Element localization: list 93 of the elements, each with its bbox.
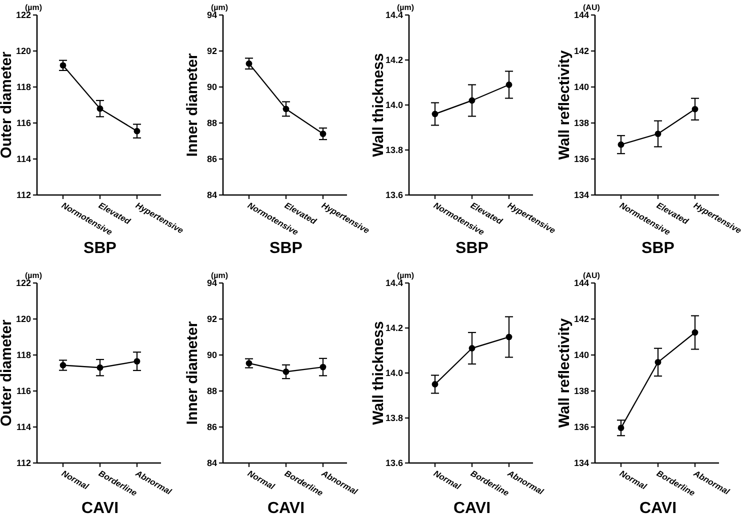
- y-tick-label: 114: [16, 154, 31, 164]
- y-tick-label: 90: [206, 350, 217, 360]
- y-tick-label: 138: [574, 386, 589, 396]
- y-tick-label: 142: [574, 46, 589, 56]
- y-axis-title: Outer diameter: [0, 319, 15, 426]
- y-tick-label: 14.2: [385, 55, 403, 66]
- y-tick-label: 142: [574, 314, 589, 324]
- text: (µm): [25, 271, 42, 280]
- point: [96, 364, 104, 371]
- text: (µm): [397, 3, 414, 12]
- point: [432, 110, 438, 118]
- point: [692, 106, 698, 112]
- y-tick-label: 118: [16, 350, 31, 360]
- y-axis-title: Wall reflectivity: [556, 318, 573, 428]
- point: [282, 106, 290, 112]
- y-tick-label: 14.2: [385, 323, 403, 334]
- y-tick-label: 144: [574, 10, 589, 20]
- x-axis-title: CAVI: [81, 500, 119, 517]
- y-tick-label: 136: [574, 422, 589, 432]
- text: (µm): [397, 271, 414, 280]
- x-axis-title: SBP: [642, 240, 675, 257]
- point: [432, 381, 438, 388]
- point: [246, 60, 252, 67]
- y-tick-label: 86: [206, 422, 217, 432]
- y-tick-label: 112: [16, 190, 31, 200]
- y-tick-label: 13.6: [385, 458, 403, 468]
- point: [96, 105, 104, 112]
- y-tick-label: 144: [574, 278, 589, 288]
- x-axis-title: SBP: [84, 240, 117, 257]
- y-tick-label: 116: [16, 386, 31, 396]
- y-tick-label: 13.6: [385, 190, 403, 200]
- point: [60, 362, 66, 368]
- x-axis-title: CAVI: [453, 500, 491, 517]
- y-tick-label: 120: [16, 314, 31, 324]
- y-tick-label: 88: [206, 386, 217, 396]
- y-tick-label: 84: [206, 458, 217, 468]
- point: [654, 130, 662, 137]
- point: [60, 62, 66, 69]
- y-tick-label: 122: [16, 10, 31, 20]
- text: (AU): [583, 271, 600, 280]
- y-tick-label: 118: [16, 82, 31, 92]
- y-tick-label: 84: [206, 190, 217, 200]
- y-tick-label: 92: [206, 314, 217, 324]
- y-tick-label: 94: [206, 278, 217, 288]
- point: [134, 358, 140, 364]
- text: (µm): [25, 3, 42, 12]
- point: [618, 424, 624, 432]
- x-axis-title: CAVI: [267, 500, 305, 517]
- text: (AU): [583, 3, 600, 12]
- y-tick-label: 94: [206, 10, 217, 20]
- y-tick-label: 120: [16, 46, 31, 56]
- text: (µm): [211, 271, 228, 280]
- y-tick-label: 136: [574, 154, 589, 164]
- y-axis-title: Wall reflectivity: [556, 50, 573, 160]
- y-tick-label: 92: [206, 46, 217, 56]
- y-axis-title: Inner diameter: [184, 53, 201, 157]
- y-tick-label: 122: [16, 278, 31, 288]
- point: [320, 130, 326, 137]
- y-axis-title: Wall thickness: [370, 53, 387, 157]
- y-tick-label: 114: [16, 422, 31, 432]
- y-tick-label: 14.0: [385, 368, 403, 378]
- x-axis-title: SBP: [456, 240, 489, 257]
- x-axis-title: CAVI: [639, 500, 677, 517]
- y-tick-label: 90: [206, 82, 217, 92]
- y-tick-label: 140: [574, 350, 589, 360]
- point: [506, 334, 512, 340]
- y-tick-label: 138: [574, 118, 589, 128]
- point: [618, 141, 624, 148]
- point: [282, 368, 290, 375]
- point: [468, 97, 476, 104]
- y-tick-label: 86: [206, 154, 217, 164]
- y-tick-label: 14.4: [385, 10, 403, 20]
- point: [320, 364, 326, 370]
- y-tick-label: 13.8: [385, 413, 403, 424]
- point: [654, 359, 662, 366]
- y-tick-label: 88: [206, 118, 217, 128]
- y-tick-label: 116: [16, 118, 31, 128]
- y-tick-label: 134: [574, 458, 589, 468]
- y-tick-label: 134: [574, 190, 589, 200]
- point: [506, 82, 512, 88]
- y-axis-title: Wall thickness: [370, 321, 387, 425]
- y-tick-label: 14.4: [385, 278, 403, 288]
- y-tick-label: 140: [574, 82, 589, 92]
- x-axis-title: SBP: [270, 240, 303, 257]
- y-axis-title: Inner diameter: [184, 321, 201, 425]
- point: [134, 128, 140, 134]
- y-tick-label: 13.8: [385, 145, 403, 156]
- text: (µm): [211, 3, 228, 12]
- y-tick-label: 14.0: [385, 100, 403, 110]
- point: [692, 329, 698, 336]
- y-axis-title: Outer diameter: [0, 51, 15, 158]
- point: [468, 345, 476, 352]
- y-tick-label: 112: [16, 458, 31, 468]
